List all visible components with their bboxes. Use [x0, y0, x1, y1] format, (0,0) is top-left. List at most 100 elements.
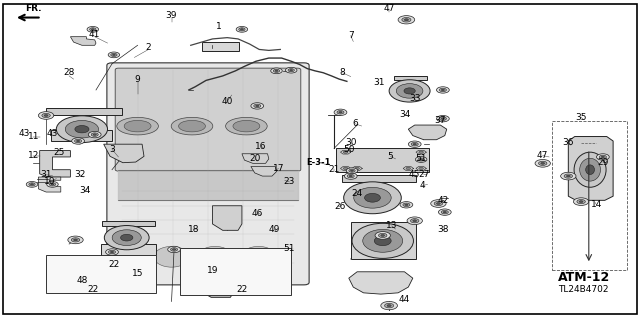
Circle shape — [535, 160, 550, 167]
Circle shape — [72, 138, 84, 144]
Bar — [101, 244, 156, 262]
Text: 43: 43 — [47, 129, 58, 138]
Circle shape — [26, 182, 38, 187]
Ellipse shape — [354, 188, 391, 208]
Circle shape — [337, 110, 344, 114]
Circle shape — [348, 174, 355, 178]
Circle shape — [440, 117, 447, 121]
Polygon shape — [251, 167, 276, 176]
Text: 51: 51 — [415, 154, 427, 163]
Text: 14: 14 — [591, 200, 602, 209]
Text: TL24B4702: TL24B4702 — [559, 285, 609, 294]
Circle shape — [339, 111, 342, 113]
Ellipse shape — [389, 80, 430, 102]
Circle shape — [346, 168, 358, 174]
Circle shape — [434, 201, 443, 206]
Circle shape — [442, 211, 448, 214]
Circle shape — [38, 112, 54, 119]
Text: 36: 36 — [563, 138, 574, 147]
Circle shape — [251, 103, 264, 109]
Ellipse shape — [116, 117, 159, 135]
Text: 2: 2 — [146, 43, 151, 52]
Text: 42: 42 — [437, 196, 449, 205]
Text: 5: 5 — [388, 152, 393, 161]
Text: E-3-1: E-3-1 — [307, 158, 331, 167]
Text: 25: 25 — [53, 148, 65, 157]
Text: 39: 39 — [166, 11, 177, 20]
Text: 23: 23 — [284, 177, 295, 186]
Text: 20: 20 — [249, 154, 260, 163]
Text: 1: 1 — [216, 22, 221, 31]
Text: ATM-12: ATM-12 — [557, 271, 610, 284]
Bar — [552, 121, 627, 270]
Circle shape — [349, 175, 353, 177]
Polygon shape — [104, 144, 144, 163]
Circle shape — [31, 184, 33, 185]
Polygon shape — [212, 206, 242, 230]
Bar — [336, 148, 429, 172]
Circle shape — [420, 159, 422, 160]
Circle shape — [74, 139, 82, 143]
Circle shape — [398, 16, 415, 24]
Circle shape — [436, 115, 449, 122]
Text: 48: 48 — [76, 276, 88, 285]
Text: 34: 34 — [399, 110, 410, 119]
Circle shape — [87, 26, 99, 32]
Circle shape — [408, 141, 421, 147]
Circle shape — [413, 143, 417, 145]
Circle shape — [92, 29, 94, 30]
Text: 22: 22 — [108, 260, 120, 269]
Circle shape — [602, 156, 605, 158]
Ellipse shape — [365, 193, 380, 202]
Circle shape — [579, 201, 583, 203]
Circle shape — [290, 70, 292, 71]
Circle shape — [236, 26, 248, 32]
Polygon shape — [568, 137, 613, 200]
Ellipse shape — [179, 120, 205, 132]
Circle shape — [596, 154, 609, 160]
Circle shape — [49, 183, 56, 186]
Circle shape — [108, 52, 120, 58]
Text: 49: 49 — [268, 225, 280, 234]
Circle shape — [418, 158, 424, 161]
Circle shape — [566, 175, 570, 177]
Polygon shape — [352, 167, 362, 170]
Circle shape — [412, 142, 419, 146]
Circle shape — [381, 234, 385, 236]
Text: 26: 26 — [335, 202, 346, 211]
FancyBboxPatch shape — [115, 68, 301, 171]
Ellipse shape — [112, 230, 141, 246]
Polygon shape — [349, 272, 413, 294]
Circle shape — [334, 109, 347, 115]
Circle shape — [442, 118, 445, 120]
Circle shape — [404, 19, 408, 21]
Text: 46: 46 — [252, 209, 263, 218]
Circle shape — [351, 170, 353, 171]
Ellipse shape — [241, 246, 276, 267]
Circle shape — [349, 169, 355, 172]
Circle shape — [113, 54, 115, 56]
Circle shape — [419, 151, 424, 153]
Text: 17: 17 — [273, 164, 284, 173]
Ellipse shape — [110, 246, 146, 267]
Text: 21: 21 — [328, 165, 340, 174]
Ellipse shape — [120, 234, 133, 241]
Polygon shape — [408, 125, 447, 140]
Text: 16: 16 — [255, 142, 267, 151]
Circle shape — [419, 167, 424, 170]
Text: 31: 31 — [373, 78, 385, 87]
Text: 30: 30 — [345, 138, 356, 147]
Polygon shape — [202, 263, 234, 297]
Ellipse shape — [75, 125, 89, 133]
Circle shape — [106, 249, 118, 255]
Polygon shape — [40, 151, 70, 177]
Text: 44: 44 — [399, 295, 410, 304]
Text: 24: 24 — [351, 189, 363, 198]
Text: 40: 40 — [221, 97, 233, 106]
Bar — [46, 255, 156, 293]
Text: 11: 11 — [28, 132, 39, 141]
Circle shape — [415, 157, 427, 162]
Circle shape — [91, 133, 99, 137]
Circle shape — [407, 217, 422, 225]
Polygon shape — [416, 167, 426, 170]
